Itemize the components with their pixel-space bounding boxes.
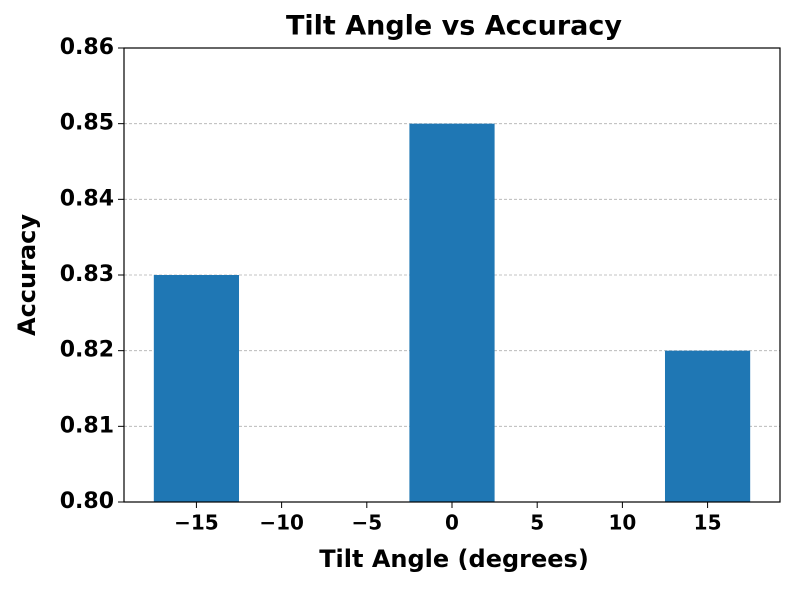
- y-tick-label: 0.83: [60, 262, 114, 287]
- bar: [409, 123, 495, 503]
- y-axis-label: Accuracy: [13, 214, 41, 336]
- y-tick-label: 0.85: [60, 111, 114, 136]
- x-axis-label: Tilt Angle (degrees): [319, 545, 589, 573]
- x-tick-label: 15: [694, 511, 722, 535]
- x-tick-label: −10: [259, 511, 304, 535]
- plot-frame: [123, 47, 781, 503]
- x-tick-label: 10: [608, 511, 636, 535]
- x-tick-label: −5: [351, 511, 382, 535]
- x-tick-label: 5: [530, 511, 544, 535]
- y-tick-label: 0.84: [60, 186, 114, 211]
- x-tick-label: 0: [445, 511, 459, 535]
- bar: [153, 275, 240, 502]
- y-tick-label: 0.81: [60, 413, 114, 438]
- y-tick-label: 0.82: [60, 338, 114, 363]
- chart-title: Tilt Angle vs Accuracy: [286, 11, 622, 42]
- y-tick-label: 0.86: [60, 35, 114, 60]
- bar: [664, 350, 751, 502]
- y-tick-label: 0.80: [60, 489, 114, 514]
- x-tick-label: −15: [174, 511, 219, 535]
